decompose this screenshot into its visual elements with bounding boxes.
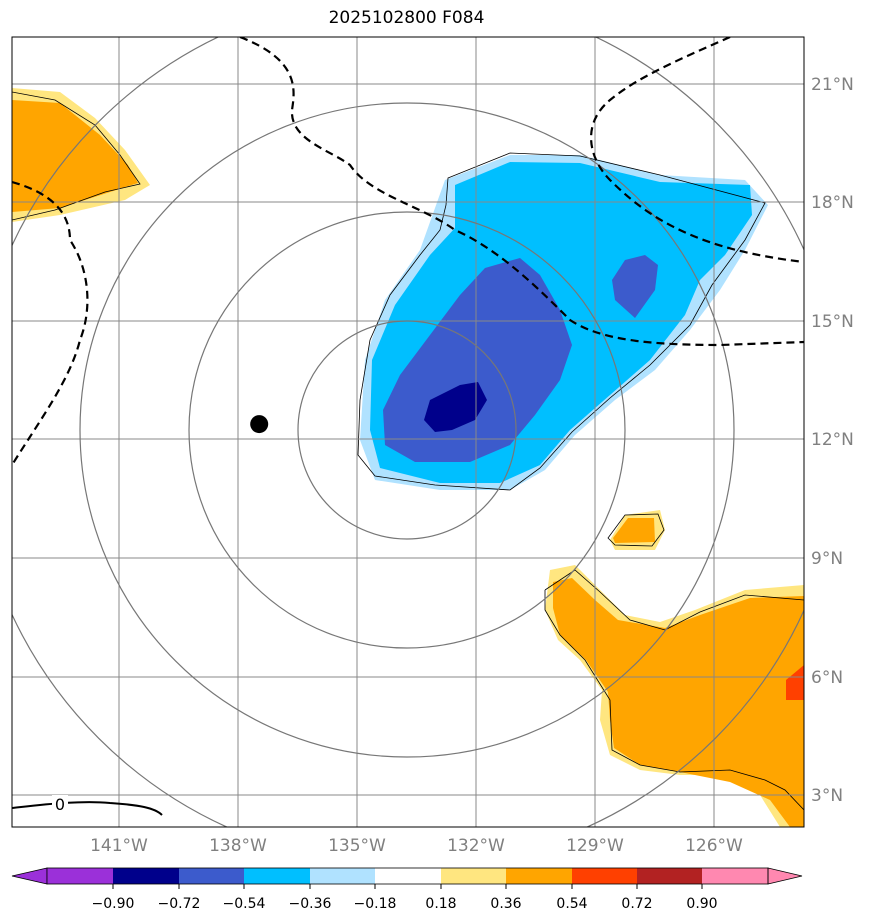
small-positive-patch — [607, 510, 665, 550]
colorbar-tick-label: −0.90 — [92, 896, 135, 912]
dashed-contour-north — [239, 37, 804, 347]
map-title: 2025102800 F084 — [328, 8, 485, 28]
colorbar-ticks — [112, 884, 703, 889]
lon-tick-label: 129°W — [566, 836, 624, 856]
negative-blob — [357, 152, 768, 491]
dashed-contour-ne — [589, 37, 804, 264]
range-rings — [12, 37, 804, 827]
range-ring-2 — [188, 211, 626, 649]
colorbar-segment — [637, 868, 702, 884]
lat-tick-label: 15°N — [811, 312, 854, 332]
colorbar-tick-label: 0.90 — [686, 896, 717, 912]
colorbar-tick-label: −0.18 — [354, 896, 397, 912]
plot-frame — [11, 36, 805, 828]
range-ring-3 — [79, 102, 735, 758]
colorbar-segment — [441, 868, 506, 884]
colorbar-tick-label: −0.54 — [223, 896, 266, 912]
gridlines — [12, 37, 804, 827]
storm-center-marker — [250, 415, 269, 434]
lat-tick-label: 18°N — [811, 193, 854, 213]
nw-positive-region — [12, 88, 150, 222]
colorbar-segment — [506, 868, 572, 884]
colorbar-tick-label: 0.18 — [425, 896, 456, 912]
lon-tick-label: 132°W — [447, 836, 505, 856]
se-positive-region — [544, 565, 804, 827]
lat-tick-label: 9°N — [811, 549, 843, 569]
colorbar-tick-label: 0.72 — [621, 896, 652, 912]
lon-tick-label: 141°W — [90, 836, 148, 856]
lon-tick-label: 135°W — [328, 836, 386, 856]
colorbar-extend-low — [11, 867, 48, 885]
lon-tick-label: 126°W — [685, 836, 743, 856]
zero-contour-label: 0 — [55, 795, 65, 814]
colorbar-segment — [702, 868, 768, 884]
lat-tick-label: 6°N — [811, 668, 843, 688]
colorbar-segment — [572, 868, 637, 884]
lon-tick-labels: 141°W 138°W 135°W 132°W 129°W 126°W — [90, 836, 743, 856]
lat-tick-label: 12°N — [811, 430, 854, 450]
colorbar-segment — [179, 868, 244, 884]
plot-area: 0 — [12, 37, 804, 827]
dashed-contours — [12, 37, 804, 466]
colorbar-tick-label: −0.36 — [289, 896, 332, 912]
lat-tick-labels: 21°N 18°N 15°N 12°N 9°N 6°N 3°N — [811, 75, 854, 806]
colorbar-tick-label: 0.36 — [490, 896, 521, 912]
colorbar-tick-label: −0.72 — [158, 896, 201, 912]
lon-tick-label: 138°W — [209, 836, 267, 856]
colorbar-segment — [375, 868, 441, 884]
colorbar-extend-high — [767, 867, 803, 885]
colorbar-segment — [244, 868, 310, 884]
colorbar-segment — [113, 868, 179, 884]
zero-contour: 0 — [12, 795, 163, 816]
colorbar-segment — [310, 868, 375, 884]
lat-tick-label: 21°N — [811, 75, 854, 95]
lat-tick-label: 3°N — [811, 786, 843, 806]
colorbar-segment — [47, 868, 113, 884]
dashed-contour-west — [12, 180, 89, 466]
range-ring-1 — [297, 320, 517, 540]
colorbar-frame — [46, 867, 769, 885]
colorbar-tick-label: 0.54 — [556, 896, 587, 912]
colorbar-tick-labels: −0.90 −0.72 −0.54 −0.36 −0.18 0.18 0.36 … — [92, 896, 718, 912]
colorbar: −0.90 −0.72 −0.54 −0.36 −0.18 0.18 0.36 … — [11, 867, 803, 912]
